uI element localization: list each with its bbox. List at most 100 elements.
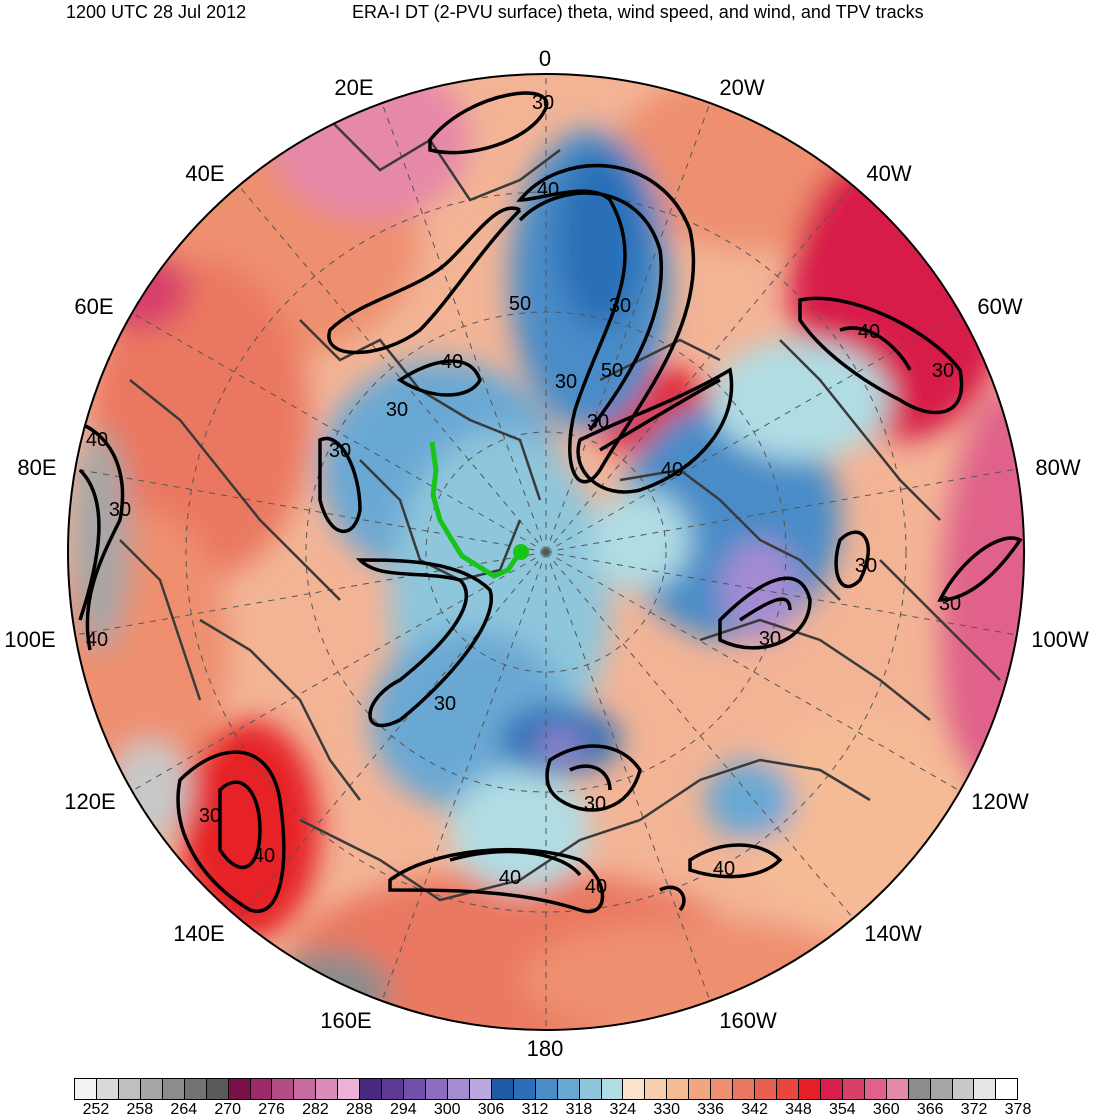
contour-label: 40 <box>86 429 108 451</box>
colorbar-swatch <box>118 1079 141 1099</box>
contour-label: 40 <box>661 459 683 481</box>
contour-label: 30 <box>932 360 954 382</box>
lon-label-140w: 140W <box>864 921 922 946</box>
contour-label: 40 <box>537 179 559 201</box>
contour-label: 50 <box>601 360 623 382</box>
graticule <box>74 74 1018 1030</box>
colorbar-labels: 252 258 264 270 276 282 288 294 300 306 312 318 324 3… <box>74 1101 1032 1119</box>
lon-label-80w: 80W <box>1035 455 1081 480</box>
colorbar-swatch <box>184 1079 207 1099</box>
colorbar-swatch <box>250 1079 273 1099</box>
colorbar-swatch <box>601 1079 624 1099</box>
colorbar-swatch <box>820 1079 843 1099</box>
colorbar-label: 306 <box>477 1101 505 1118</box>
colorbar-swatch <box>798 1079 821 1099</box>
coastlines <box>119 119 1001 902</box>
colorbar <box>74 1078 1018 1100</box>
colorbar-swatch <box>96 1079 119 1099</box>
lon-label-60e: 60E <box>74 294 114 319</box>
contour-label: 40 <box>86 629 108 651</box>
colorbar-label: 312 <box>521 1101 549 1118</box>
colorbar-swatch <box>864 1079 887 1099</box>
contour-label: 30 <box>555 371 577 393</box>
colorbar-swatch <box>272 1079 295 1099</box>
colorbar-swatch <box>404 1079 426 1099</box>
contour-label: 40 <box>858 321 880 343</box>
colorbar-label: 300 <box>433 1101 461 1118</box>
contour-label: 30 <box>855 555 877 577</box>
tpv-track-endpoint <box>513 544 529 560</box>
lon-label-40e: 40E <box>185 161 225 186</box>
lon-label-100w: 100W <box>1031 627 1089 652</box>
colorbar-label: 336 <box>697 1101 724 1118</box>
colorbar-swatch <box>447 1079 470 1099</box>
wind-speed-contours <box>69 91 1023 914</box>
contour-label: 40 <box>585 876 607 898</box>
colorbar-label: 282 <box>302 1101 329 1118</box>
lon-label-0: 0 <box>538 46 552 71</box>
colorbar-swatch <box>952 1079 975 1099</box>
colorbar-swatch <box>228 1079 251 1099</box>
lon-label-160e: 160E <box>320 1008 372 1033</box>
tpv-track <box>429 441 523 579</box>
contour-label: 30 <box>587 411 609 433</box>
contour-label: 30 <box>759 628 781 650</box>
colorbar-swatch <box>842 1079 865 1099</box>
colorbar-swatch <box>886 1079 909 1099</box>
contour-label: 30 <box>609 295 631 317</box>
contour-label: 30 <box>584 793 606 815</box>
colorbar-label: 252 <box>82 1101 110 1118</box>
colorbar-swatch <box>579 1079 602 1099</box>
contour-label: 30 <box>434 693 456 715</box>
contour-label: 30 <box>939 593 961 615</box>
colorbar-swatch <box>206 1079 229 1099</box>
contour-label: 30 <box>532 92 554 114</box>
colorbar-swatch <box>974 1079 997 1099</box>
colorbar-label: 330 <box>653 1101 681 1118</box>
colorbar-swatch <box>535 1079 558 1099</box>
colorbar-swatch <box>930 1079 953 1099</box>
contour-label: 50 <box>509 293 531 315</box>
colorbar-swatch <box>360 1079 383 1099</box>
lon-label-40w: 40W <box>866 161 912 186</box>
colorbar-swatch <box>623 1079 646 1099</box>
lon-label-20w: 20W <box>719 75 765 100</box>
colorbar-label: 360 <box>872 1101 900 1118</box>
colorbar-label: 264 <box>170 1101 198 1118</box>
lon-label-100e: 100E <box>4 627 56 652</box>
contour-label: 40 <box>499 867 521 889</box>
colorbar-label: 378 <box>1004 1101 1032 1118</box>
lon-label-140e: 140E <box>173 921 225 946</box>
colorbar-label: 270 <box>214 1101 242 1118</box>
colorbar-label: 348 <box>785 1101 812 1118</box>
colorbar-swatch <box>996 1079 1018 1099</box>
colorbar-label: 366 <box>916 1101 944 1118</box>
contour-label: 30 <box>199 805 221 827</box>
colorbar-swatch <box>645 1079 668 1099</box>
contour-label: 40 <box>441 351 463 373</box>
contour-label: 30 <box>109 499 131 521</box>
theta-field <box>68 74 1024 1030</box>
lon-label-60w: 60W <box>977 294 1023 319</box>
colorbar-label: 258 <box>126 1101 154 1118</box>
figure-title: ERA-I DT (2-PVU surface) theta, wind spe… <box>352 2 924 22</box>
colorbar-swatch <box>689 1079 712 1099</box>
colorbar-label: 372 <box>960 1101 988 1118</box>
colorbar-swatch <box>140 1079 163 1099</box>
colorbar-label: 294 <box>389 1101 417 1118</box>
colorbar-swatch <box>294 1079 317 1099</box>
colorbar-swatch <box>382 1079 405 1099</box>
colorbar-swatch <box>557 1079 580 1099</box>
contour-label: 40 <box>253 845 275 867</box>
colorbar-swatch <box>711 1079 734 1099</box>
colorbar-swatch <box>667 1079 690 1099</box>
colorbar-swatch <box>733 1079 756 1099</box>
colorbar-label: 288 <box>346 1101 373 1118</box>
colorbar-swatch <box>469 1079 492 1099</box>
colorbar-label: 324 <box>609 1101 637 1118</box>
contour-label: 30 <box>329 440 351 462</box>
lon-label-20e: 20E <box>334 75 374 100</box>
colorbar-swatch <box>426 1079 448 1099</box>
colorbar-swatch <box>491 1079 514 1099</box>
